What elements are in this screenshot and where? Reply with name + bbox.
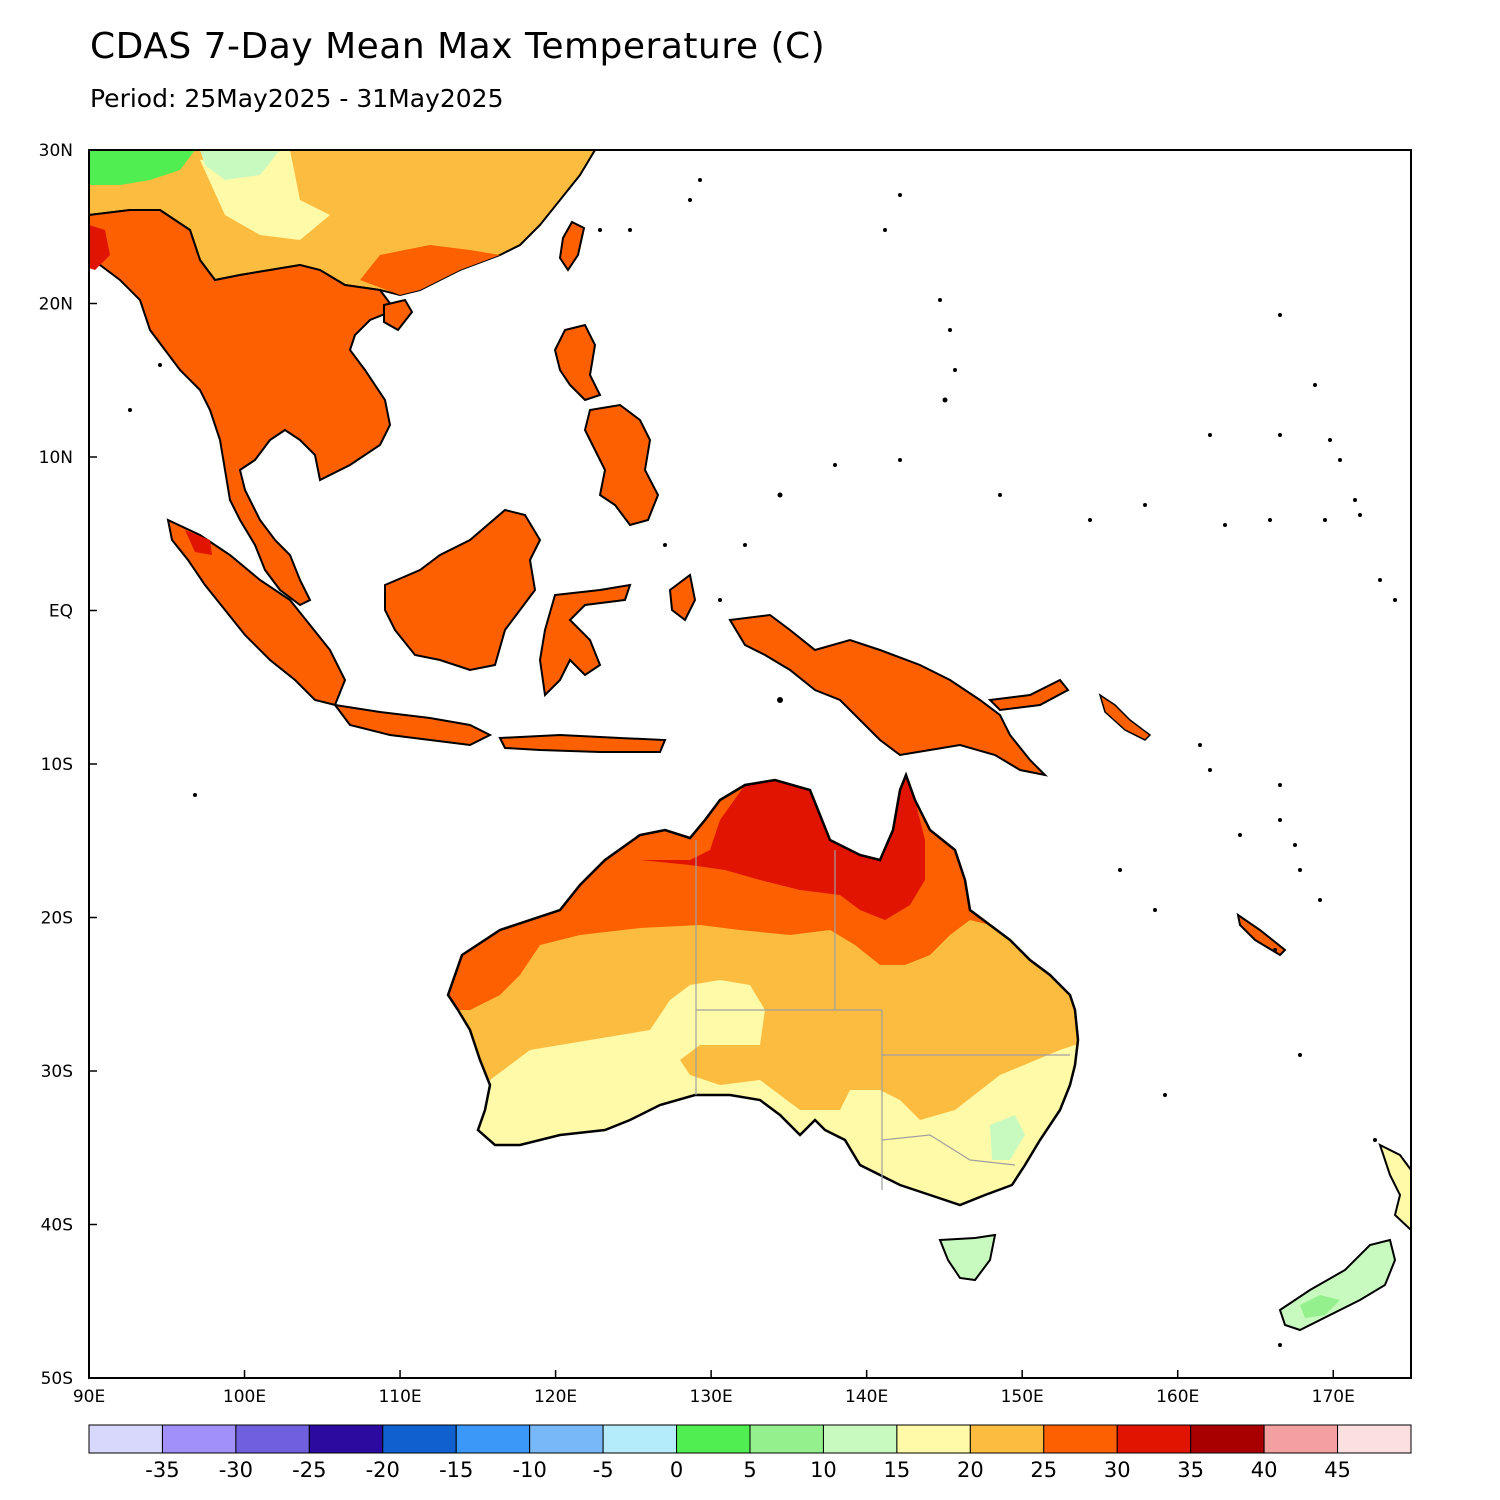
legend-swatch bbox=[161, 1424, 237, 1454]
new-britain bbox=[987, 678, 1070, 712]
lat-tick-label: 30S bbox=[41, 1062, 73, 1082]
taiwan bbox=[558, 220, 586, 272]
lat-tick-label: 30N bbox=[39, 141, 73, 161]
myanmar-hot bbox=[89, 225, 110, 270]
legend-label: -5 bbox=[593, 1458, 614, 1482]
lon-tick-label: 130E bbox=[690, 1387, 733, 1407]
hainan bbox=[383, 298, 414, 332]
lat-tick-label: EQ bbox=[49, 602, 73, 622]
tibet-green bbox=[89, 150, 195, 185]
new-guinea bbox=[728, 613, 1049, 777]
legend-label: 40 bbox=[1251, 1458, 1278, 1482]
legend-swatch bbox=[896, 1424, 971, 1454]
lon-tick-label: 90E bbox=[73, 1387, 105, 1407]
tasmania bbox=[938, 1233, 997, 1282]
legend-label: -30 bbox=[219, 1458, 253, 1482]
legend-swatch bbox=[382, 1424, 457, 1454]
lat-tick-label: 10N bbox=[39, 448, 73, 468]
axis-ticks: 90E 100E 110E 120E 130E 140E 150E 160E 170E 30N 20… bbox=[39, 141, 1355, 1407]
lon-tick-label: 100E bbox=[223, 1387, 266, 1407]
legend-label: 35 bbox=[1177, 1458, 1204, 1482]
south-china-hot bbox=[360, 245, 500, 295]
lesser-sunda bbox=[498, 733, 667, 753]
legend-label: 20 bbox=[957, 1458, 984, 1482]
solomon-islands bbox=[1098, 693, 1152, 741]
australia-outline bbox=[446, 771, 1080, 1207]
legend-label: 10 bbox=[810, 1458, 837, 1482]
legend-swatch bbox=[88, 1424, 163, 1454]
legend-label: 25 bbox=[1030, 1458, 1057, 1482]
legend-label: -25 bbox=[292, 1458, 326, 1482]
legend-swatch bbox=[969, 1424, 1045, 1454]
legend-swatch bbox=[455, 1424, 531, 1454]
legend-swatch bbox=[749, 1424, 824, 1454]
china-cool-north2 bbox=[200, 150, 280, 180]
legend-swatch bbox=[676, 1424, 751, 1454]
visayas-mindanao bbox=[583, 403, 660, 527]
new-caledonia bbox=[1236, 912, 1287, 957]
lon-tick-label: 120E bbox=[534, 1387, 577, 1407]
legend-label: -15 bbox=[439, 1458, 473, 1482]
legend-swatch bbox=[822, 1424, 898, 1454]
land-fill bbox=[89, 150, 1411, 1347]
lat-tick-label: 20N bbox=[39, 295, 73, 315]
map-title: CDAS 7-Day Mean Max Temperature (C) bbox=[90, 26, 826, 67]
legend-swatch bbox=[529, 1424, 604, 1454]
legend-label: 5 bbox=[743, 1458, 756, 1482]
lat-tick-label: 20S bbox=[41, 909, 73, 929]
sulawesi bbox=[538, 583, 632, 698]
legend-swatch bbox=[1190, 1424, 1265, 1454]
legend-swatch bbox=[308, 1424, 384, 1454]
legend-label: -10 bbox=[513, 1458, 547, 1482]
borneo bbox=[384, 508, 542, 672]
state-borders bbox=[695, 840, 1070, 1190]
legend-swatch bbox=[1043, 1424, 1118, 1454]
map-period: Period: 25May2025 - 31May2025 bbox=[90, 84, 504, 113]
legend-label: 15 bbox=[884, 1458, 911, 1482]
legend-swatch bbox=[1263, 1424, 1339, 1454]
lon-tick-label: 110E bbox=[378, 1387, 421, 1407]
legend-swatch bbox=[1116, 1424, 1192, 1454]
legend-label: 45 bbox=[1324, 1458, 1351, 1482]
legend-swatch bbox=[602, 1424, 678, 1454]
sumatra bbox=[166, 518, 347, 707]
nz-north-island bbox=[1378, 1143, 1411, 1232]
legend-swatch bbox=[235, 1424, 310, 1454]
legend-swatch bbox=[1337, 1424, 1412, 1454]
lon-tick-label: 170E bbox=[1312, 1387, 1355, 1407]
luzon bbox=[553, 323, 602, 402]
java bbox=[332, 703, 493, 747]
sumatra-hot bbox=[185, 530, 212, 555]
lon-tick-label: 140E bbox=[845, 1387, 888, 1407]
mainland-sea bbox=[89, 209, 397, 607]
color-legend: -35 -30 -25 -20 -15 -10 -5 0 5 10 15 20 25 30 35 40 45 bbox=[88, 1424, 1412, 1482]
lat-tick-label: 50S bbox=[41, 1369, 73, 1389]
lat-tick-label: 40S bbox=[41, 1216, 73, 1236]
nz-south-green bbox=[1300, 1295, 1340, 1318]
pacific-islands bbox=[128, 178, 1397, 1347]
legend-label: -20 bbox=[366, 1458, 400, 1482]
legend-label: -35 bbox=[145, 1458, 179, 1482]
legend-label: 0 bbox=[670, 1458, 683, 1482]
lon-tick-label: 160E bbox=[1156, 1387, 1199, 1407]
lat-tick-label: 10S bbox=[41, 755, 73, 775]
halmahera bbox=[668, 573, 697, 622]
lon-tick-label: 150E bbox=[1001, 1387, 1044, 1407]
legend-label: 30 bbox=[1104, 1458, 1131, 1482]
